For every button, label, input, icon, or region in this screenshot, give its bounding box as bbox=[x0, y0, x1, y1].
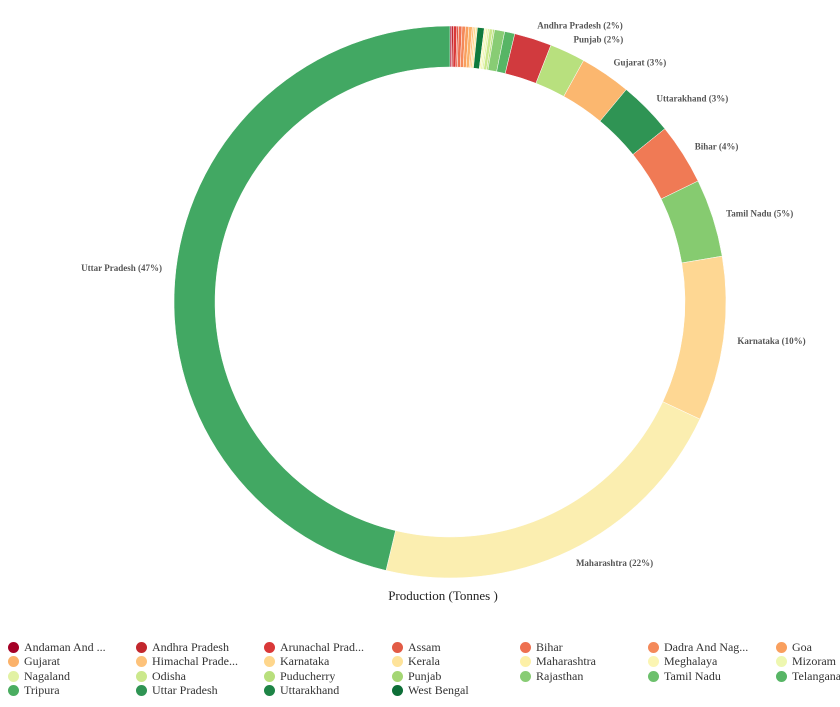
legend-label: Andhra Pradesh bbox=[152, 640, 229, 654]
slice-label: Maharashtra (22%) bbox=[576, 558, 653, 568]
legend-swatch-icon bbox=[264, 656, 275, 668]
slice-label: Bihar (4%) bbox=[695, 141, 739, 151]
legend-label: Arunachal Prad... bbox=[280, 640, 364, 654]
legend-item[interactable]: Tamil Nadu bbox=[648, 669, 776, 684]
legend-item[interactable]: Tripura bbox=[8, 684, 136, 699]
legend-label: Maharashtra bbox=[536, 654, 596, 669]
legend-item[interactable]: Goa bbox=[776, 640, 840, 655]
slice-label: Andhra Pradesh (2%) bbox=[537, 20, 623, 30]
legend-swatch-icon bbox=[648, 656, 659, 668]
legend-swatch-icon bbox=[8, 670, 19, 682]
legend-swatch-icon bbox=[392, 656, 403, 668]
legend-swatch-icon bbox=[776, 641, 787, 653]
legend-item[interactable]: Karnataka bbox=[264, 655, 392, 670]
slice-label: Uttarakhand (3%) bbox=[656, 93, 728, 103]
legend-label: Puducherry bbox=[280, 669, 336, 683]
legend-item[interactable]: Maharashtra bbox=[520, 655, 648, 670]
legend-item[interactable]: Himachal Prade... bbox=[136, 655, 264, 670]
slice-label: Karnataka (10%) bbox=[737, 336, 805, 346]
legend-item[interactable]: Arunachal Prad... bbox=[264, 640, 392, 655]
slice-label: Gujarat (3%) bbox=[614, 57, 667, 67]
chart-title: Production (Tonnes ) bbox=[388, 588, 498, 603]
slice-label: Tamil Nadu (5%) bbox=[726, 208, 793, 218]
donut-chart: Andhra Pradesh (2%) Punjab (2%) Gujarat (3… bbox=[81, 20, 805, 603]
legend-label: Rajasthan bbox=[536, 669, 584, 683]
legend-swatch-icon bbox=[8, 656, 19, 668]
legend-item[interactable]: Punjab bbox=[392, 669, 520, 684]
donut-slices bbox=[173, 25, 727, 579]
legend-item[interactable]: Dadra And Nag... bbox=[648, 640, 776, 655]
legend-swatch-icon bbox=[776, 656, 787, 668]
donut-slice[interactable] bbox=[173, 25, 451, 571]
legend-item[interactable]: Andaman And ... bbox=[8, 640, 136, 655]
legend-item[interactable]: Kerala bbox=[392, 655, 520, 670]
legend-label: Uttarakhand bbox=[280, 683, 340, 698]
legend-item[interactable]: Uttar Pradesh bbox=[136, 684, 264, 699]
legend-swatch-icon bbox=[392, 685, 403, 697]
legend-item[interactable]: Odisha bbox=[136, 669, 264, 684]
legend-swatch-icon bbox=[392, 641, 403, 653]
legend-swatch-icon bbox=[520, 656, 531, 668]
legend-label: Tripura bbox=[24, 683, 60, 698]
legend-item[interactable]: Meghalaya bbox=[648, 655, 776, 670]
legend-swatch-icon bbox=[648, 641, 659, 653]
legend-label: West Bengal bbox=[408, 683, 469, 698]
legend-label: Goa bbox=[792, 640, 812, 654]
legend-item[interactable]: Gujarat bbox=[8, 655, 136, 670]
legend-swatch-icon bbox=[136, 656, 147, 668]
legend-swatch-icon bbox=[520, 641, 531, 653]
legend-swatch-icon bbox=[136, 641, 147, 653]
legend-item[interactable]: Rajasthan bbox=[520, 669, 648, 684]
legend-swatch-icon bbox=[776, 670, 787, 682]
legend-label: Kerala bbox=[408, 654, 440, 669]
legend-swatch-icon bbox=[648, 670, 659, 682]
legend-swatch-icon bbox=[136, 670, 147, 682]
legend-item[interactable]: Nagaland bbox=[8, 669, 136, 684]
legend-label: Assam bbox=[408, 640, 441, 654]
legend-label: Bihar bbox=[536, 640, 563, 654]
legend-item[interactable]: Puducherry bbox=[264, 669, 392, 684]
legend-item[interactable]: Mizoram bbox=[776, 655, 840, 670]
legend-label: Odisha bbox=[152, 669, 186, 683]
legend-swatch-icon bbox=[264, 670, 275, 682]
legend-swatch-icon bbox=[8, 685, 19, 697]
slice-labels: Andhra Pradesh (2%) Punjab (2%) Gujarat (3… bbox=[81, 20, 805, 568]
legend-label: Andaman And ... bbox=[24, 640, 106, 654]
legend-label: Mizoram bbox=[792, 654, 836, 669]
legend-label: Gujarat bbox=[24, 654, 60, 669]
legend-label: Meghalaya bbox=[664, 654, 718, 669]
legend-label: Tamil Nadu bbox=[664, 669, 721, 683]
legend-swatch-icon bbox=[264, 641, 275, 653]
legend-item[interactable]: Assam bbox=[392, 640, 520, 655]
legend-label: Nagaland bbox=[24, 669, 70, 683]
legend-item[interactable]: Uttarakhand bbox=[264, 684, 392, 699]
legend-item[interactable]: Andhra Pradesh bbox=[136, 640, 264, 655]
legend-label: Himachal Prade... bbox=[152, 654, 238, 669]
legend-item[interactable]: West Bengal bbox=[392, 684, 520, 699]
legend-label: Telangana bbox=[792, 669, 840, 683]
legend-swatch-icon bbox=[8, 641, 19, 653]
legend: Andaman And ... Andhra Pradesh Arunachal P… bbox=[8, 640, 840, 699]
legend-label: Dadra And Nag... bbox=[664, 640, 749, 654]
legend-item[interactable]: Telangana bbox=[776, 669, 840, 684]
legend-swatch-icon bbox=[264, 685, 275, 697]
slice-label: Uttar Pradesh (47%) bbox=[81, 263, 162, 273]
slice-label: Punjab (2%) bbox=[573, 35, 623, 45]
legend-label: Karnataka bbox=[280, 654, 330, 669]
legend-swatch-icon bbox=[136, 685, 147, 697]
legend-swatch-icon bbox=[392, 670, 403, 682]
legend-label: Uttar Pradesh bbox=[152, 683, 218, 698]
donut-slice[interactable] bbox=[662, 255, 727, 420]
legend-item[interactable]: Bihar bbox=[520, 640, 648, 655]
legend-swatch-icon bbox=[520, 670, 531, 682]
legend-label: Punjab bbox=[408, 669, 442, 683]
donut-slice[interactable] bbox=[385, 401, 701, 579]
